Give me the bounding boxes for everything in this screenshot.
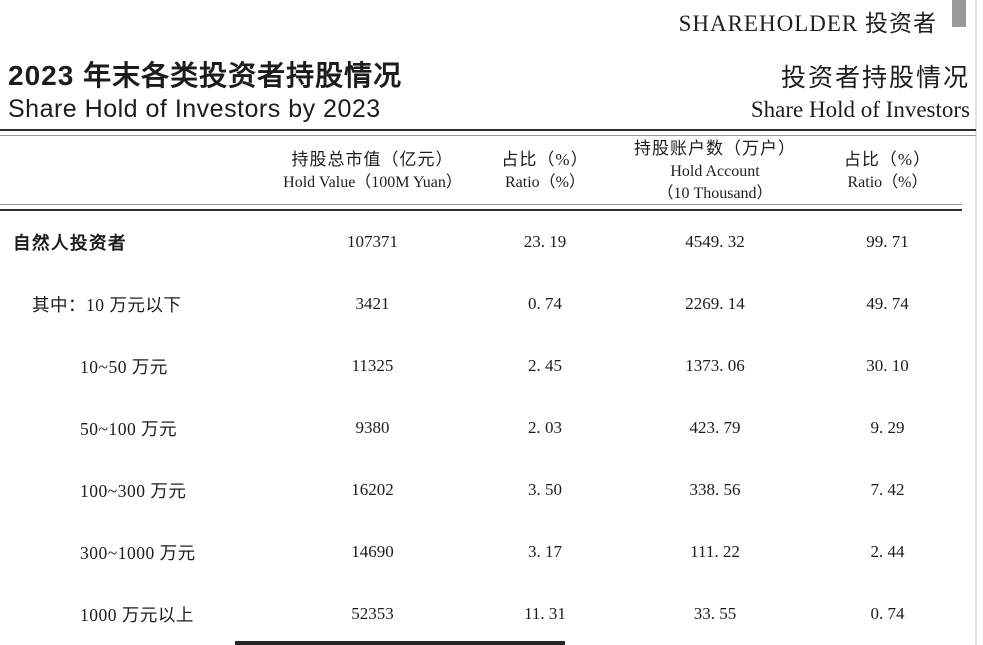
cell-hold-value: 107371: [347, 232, 398, 251]
cell-ratio-1: 23. 19: [523, 232, 567, 251]
table-row: 其中：10 万元以下 3421 0. 74 2269. 14 49. 74: [0, 273, 940, 335]
cell-ratio-2: 7. 42: [870, 480, 905, 499]
cell-label: 自然人投资者: [13, 232, 127, 253]
cell-label: 300~1000 万元: [80, 542, 196, 563]
column-header-ratio-1-cn: 占比（%）: [501, 150, 589, 169]
column-header-hold-value: 持股总市值（亿元） Hold Value（100M Yuan）: [250, 148, 495, 194]
cell-hold-account: 111. 22: [690, 542, 740, 561]
page-title-cn: 2023 年末各类投资者持股情况: [8, 60, 403, 91]
cell-ratio-1: 3. 17: [528, 542, 562, 561]
cell-hold-value: 9380: [355, 418, 390, 437]
cell-ratio-2: 30. 10: [866, 356, 909, 375]
cell-ratio-2: 2. 44: [870, 542, 905, 561]
table-row: 1000 万元以上 52353 11. 31 33. 55 0. 74: [0, 583, 940, 645]
cell-hold-value: 52353: [351, 604, 394, 623]
section-title-right: 投资者持股情况 Share Hold of Investors: [751, 63, 970, 125]
cell-hold-account: 1373. 06: [685, 356, 745, 375]
cell-hold-account: 423. 79: [689, 418, 741, 437]
column-header-ratio-2: 占比（%） Ratio（%）: [835, 148, 940, 194]
table-header-row: 持股总市值（亿元） Hold Value（100M Yuan） 占比（%） Ra…: [0, 137, 940, 203]
section-title-cn: 投资者持股情况: [780, 65, 970, 92]
cell-hold-account: 338. 56: [689, 480, 741, 499]
masthead-title: SHAREHOLDER 投资者: [678, 11, 937, 36]
page-edge-line: [975, 0, 977, 645]
cell-ratio-2: 49. 74: [866, 294, 909, 313]
cell-ratio-1: 0. 74: [528, 294, 562, 313]
header-divider: [0, 204, 962, 211]
cell-hold-value: 11325: [351, 356, 394, 375]
column-header-hold-value-cn: 持股总市值（亿元）: [291, 150, 454, 169]
column-header-hold-account-cn: 持股账户数（万户）: [634, 139, 796, 158]
cell-hold-value: 14690: [351, 542, 394, 561]
column-header-ratio-2-en: Ratio（%）: [847, 174, 928, 191]
page-edge-marker: [952, 0, 966, 27]
cell-ratio-1: 3. 50: [528, 480, 562, 499]
cell-label: 10~50 万元: [80, 356, 168, 377]
cell-ratio-1: 2. 03: [528, 418, 562, 437]
column-header-hold-account-en: Hold Account: [670, 163, 760, 180]
cell-label: 50~100 万元: [80, 418, 178, 439]
cell-ratio-2: 0. 74: [870, 604, 905, 623]
cell-hold-value: 3421: [355, 294, 390, 313]
cell-hold-account: 4549. 32: [685, 232, 745, 251]
cell-hold-account: 33. 55: [693, 604, 737, 623]
column-header-hold-account: 持股账户数（万户） Hold Account （10 Thousand）: [595, 137, 835, 205]
section-title-en: Share Hold of Investors: [750, 97, 970, 122]
cell-hold-account: 2269. 14: [685, 294, 745, 313]
table-row: 50~100 万元 9380 2. 03 423. 79 9. 29: [0, 397, 940, 459]
title-divider: [0, 129, 976, 136]
cell-ratio-2: 9. 29: [870, 418, 905, 437]
bottom-edge-bar: [235, 641, 565, 645]
page-title-left: 2023 年末各类投资者持股情况 Share Hold of Investors…: [8, 58, 402, 126]
cell-ratio-1: 2. 45: [528, 356, 562, 375]
cell-label: 其中：10 万元以下: [32, 294, 182, 315]
column-header-hold-account-en2: （10 Thousand）: [657, 185, 773, 202]
table-row: 自然人投资者 107371 23. 19 4549. 32 99. 71: [0, 211, 940, 273]
cell-ratio-2: 99. 71: [866, 232, 909, 251]
table-row: 10~50 万元 11325 2. 45 1373. 06 30. 10: [0, 335, 940, 397]
page-title-en: Share Hold of Investors by 2023: [8, 95, 381, 123]
column-header-ratio-2-cn: 占比（%）: [843, 150, 932, 169]
table-body: 自然人投资者 107371 23. 19 4549. 32 99. 71 其中：…: [0, 211, 940, 645]
cell-label: 1000 万元以上: [80, 604, 194, 625]
cell-ratio-1: 11. 31: [524, 604, 566, 623]
cell-label: 100~300 万元: [80, 480, 187, 501]
table-row: 100~300 万元 16202 3. 50 338. 56 7. 42: [0, 459, 940, 521]
column-header-ratio-1-en: Ratio（%）: [505, 174, 585, 191]
table-row: 300~1000 万元 14690 3. 17 111. 22 2. 44: [0, 521, 940, 583]
column-header-ratio-1: 占比（%） Ratio（%）: [495, 148, 595, 194]
column-header-hold-value-en: Hold Value（100M Yuan）: [283, 174, 462, 191]
cell-hold-value: 16202: [351, 480, 394, 499]
